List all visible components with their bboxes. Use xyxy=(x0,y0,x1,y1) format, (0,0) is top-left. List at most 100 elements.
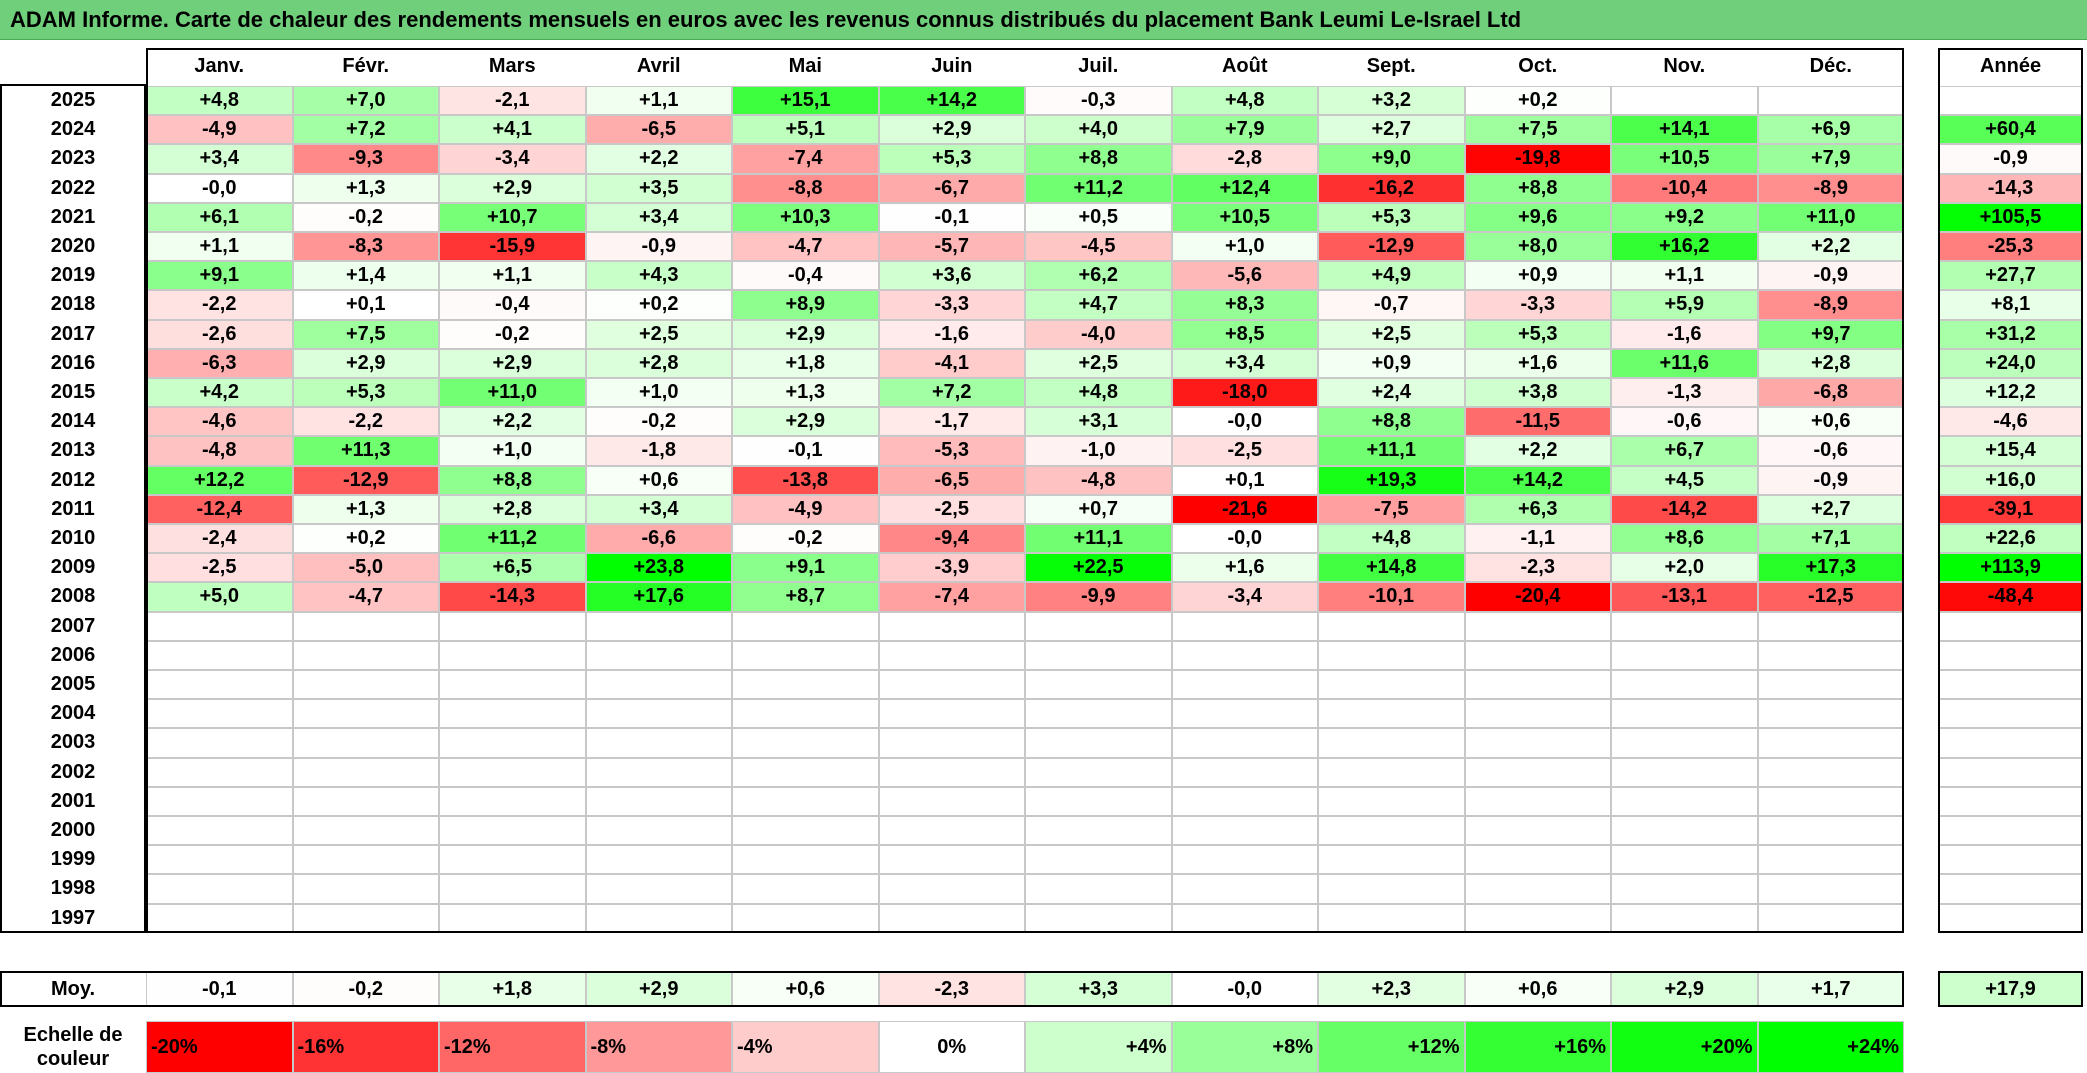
heatmap-cell: +1,3 xyxy=(292,494,439,524)
color-scale-label-line1: Echelle de xyxy=(23,1024,123,1046)
heatmap-cell: -6,3 xyxy=(146,348,293,378)
heatmap-cell xyxy=(1025,845,1172,875)
annual-cell xyxy=(1938,845,2083,875)
heatmap-cell: +7,2 xyxy=(878,378,1025,408)
heatmap-cell: +11,1 xyxy=(1318,436,1465,466)
heatmap-cell: +8,5 xyxy=(1171,319,1318,349)
heatmap-cell: -2,5 xyxy=(1171,436,1318,466)
heatmap-cell: -10,1 xyxy=(1318,582,1465,612)
average-cell: +0,6 xyxy=(732,972,879,1006)
heatmap-cell xyxy=(1464,816,1611,846)
heatmap-cell xyxy=(732,874,879,904)
heatmap-cell xyxy=(292,903,439,933)
annual-cell: +15,4 xyxy=(1938,436,2083,466)
heatmap-cell: +14,2 xyxy=(878,86,1025,116)
heatmap-cell: +8,7 xyxy=(732,582,879,612)
average-cell: +0,6 xyxy=(1464,972,1611,1006)
heatmap-cell: +6,9 xyxy=(1757,115,1904,145)
average-annual-cell: +17,9 xyxy=(1938,972,2083,1006)
heatmap-cell xyxy=(1171,816,1318,846)
heatmap-cell xyxy=(1757,786,1904,816)
average-label: Moy. xyxy=(50,977,96,1000)
annual-cell: +24,0 xyxy=(1938,348,2083,378)
heatmap-cell xyxy=(1171,845,1318,875)
heatmap-cell: +5,3 xyxy=(1464,319,1611,349)
heatmap-cell: -4,9 xyxy=(146,115,293,145)
year-label: 2012 xyxy=(50,468,96,491)
heatmap-cell: +11,1 xyxy=(1025,524,1172,554)
heatmap-cell xyxy=(146,816,293,846)
year-label: 2024 xyxy=(50,118,96,141)
heatmap-cell xyxy=(1318,611,1465,641)
heatmap-cell: -20,4 xyxy=(1464,582,1611,612)
month-header: Févr. xyxy=(342,54,390,77)
heatmap-cell xyxy=(585,699,732,729)
heatmap-cell: +8,3 xyxy=(1171,290,1318,320)
color-scale-swatch: +4% xyxy=(1025,1021,1172,1073)
annual-cell xyxy=(1938,816,2083,846)
heatmap-cell xyxy=(1464,699,1611,729)
heatmap-cell: +14,1 xyxy=(1611,115,1758,145)
heatmap-cell: -5,7 xyxy=(878,232,1025,262)
heatmap-cell xyxy=(1025,699,1172,729)
heatmap-cell: +2,9 xyxy=(439,348,586,378)
heatmap-cell: +16,2 xyxy=(1611,232,1758,262)
heatmap-cell: -13,8 xyxy=(732,465,879,495)
heatmap-cell: +11,0 xyxy=(1757,202,1904,232)
heatmap-cell: -4,9 xyxy=(732,494,879,524)
heatmap-cell xyxy=(878,816,1025,846)
heatmap-cell: -4,5 xyxy=(1025,232,1172,262)
heatmap-cell xyxy=(1318,640,1465,670)
heatmap-cell: -4,1 xyxy=(878,348,1025,378)
year-label: 2021 xyxy=(50,205,96,228)
heatmap-cell xyxy=(1318,757,1465,787)
heatmap-cell: +14,8 xyxy=(1318,553,1465,583)
heatmap-cell xyxy=(1171,611,1318,641)
heatmap-cell: -1,3 xyxy=(1611,378,1758,408)
heatmap-cell: +0,5 xyxy=(1025,202,1172,232)
heatmap-cell xyxy=(1025,670,1172,700)
year-label: 2002 xyxy=(50,760,96,783)
heatmap-cell: +5,3 xyxy=(292,378,439,408)
heatmap-cell: +1,4 xyxy=(292,261,439,291)
heatmap-cell xyxy=(439,699,586,729)
heatmap-cell: +6,2 xyxy=(1025,261,1172,291)
annual-cell xyxy=(1938,728,2083,758)
heatmap-cell: +7,1 xyxy=(1757,524,1904,554)
heatmap-cell xyxy=(732,757,879,787)
heatmap-cell xyxy=(439,816,586,846)
heatmap-cell xyxy=(1611,786,1758,816)
heatmap-cell: +9,1 xyxy=(146,261,293,291)
year-label: 2022 xyxy=(50,176,96,199)
heatmap-cell xyxy=(585,611,732,641)
heatmap-cell: +2,4 xyxy=(1318,378,1465,408)
color-scale-swatch: +20% xyxy=(1611,1021,1758,1073)
heatmap-cell: +4,7 xyxy=(1025,290,1172,320)
heatmap-cell xyxy=(439,874,586,904)
heatmap-cell: +2,2 xyxy=(585,144,732,174)
heatmap-cell xyxy=(1611,728,1758,758)
month-header: Juil. xyxy=(1078,54,1119,77)
heatmap-cell xyxy=(146,757,293,787)
heatmap-cell: +2,8 xyxy=(1757,348,1904,378)
heatmap-cell xyxy=(1611,670,1758,700)
heatmap-cell: +9,7 xyxy=(1757,319,1904,349)
heatmap-cell xyxy=(292,874,439,904)
heatmap-cell xyxy=(439,845,586,875)
heatmap-cell xyxy=(1025,903,1172,933)
annual-cell xyxy=(1938,699,2083,729)
heatmap-cell: +3,6 xyxy=(878,261,1025,291)
heatmap-cell: +1,3 xyxy=(732,378,879,408)
heatmap-cell: +7,0 xyxy=(292,86,439,116)
month-header: Juin xyxy=(931,54,973,77)
heatmap-cell xyxy=(1464,903,1611,933)
heatmap-cell xyxy=(1757,757,1904,787)
average-cell: +1,7 xyxy=(1757,972,1904,1006)
heatmap-cell: -4,0 xyxy=(1025,319,1172,349)
heatmap-cell: +2,8 xyxy=(585,348,732,378)
average-cell: +2,3 xyxy=(1318,972,1465,1006)
heatmap-cell xyxy=(1171,728,1318,758)
heatmap-cell: -0,7 xyxy=(1318,290,1465,320)
heatmap-cell xyxy=(1318,845,1465,875)
heatmap-cell xyxy=(1025,728,1172,758)
